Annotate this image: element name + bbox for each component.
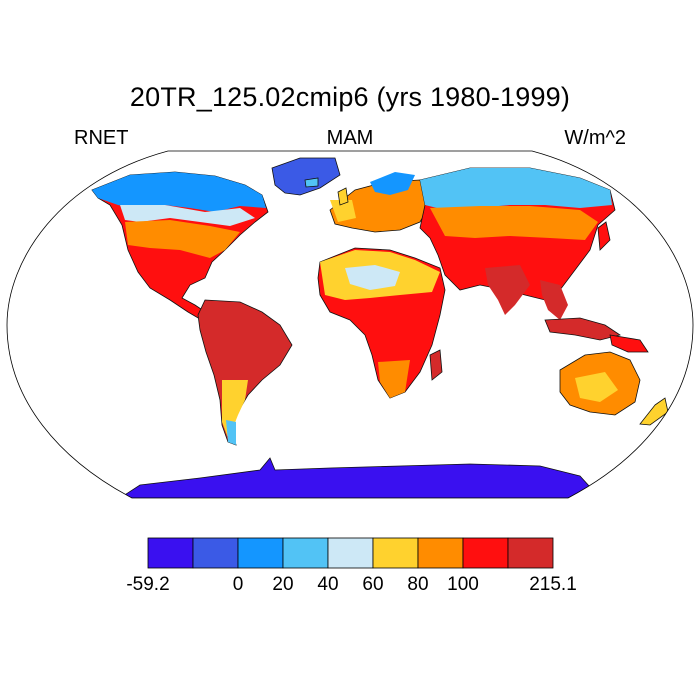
north-america-taiga (120, 205, 255, 226)
madagascar (429, 349, 443, 381)
japan (597, 221, 611, 251)
season-label: MAM (326, 127, 374, 149)
colorbar-swatch (507, 537, 554, 569)
units-label: W/m^2 (564, 127, 626, 149)
colorbar-swatch (372, 537, 419, 569)
europe-west (330, 200, 356, 222)
asia-mid (430, 206, 598, 240)
colorbar-tick-label: 20 (272, 574, 294, 595)
colorbar-swatch (327, 537, 374, 569)
colorbar-swatch (237, 537, 284, 569)
greenland (271, 157, 341, 196)
south-america-tip (226, 420, 236, 445)
colorbar-tick-label: 60 (362, 574, 384, 595)
sahara-dry (345, 265, 400, 290)
colorbar-swatch (192, 537, 239, 569)
new-guinea (609, 334, 649, 353)
north-america-north (92, 172, 266, 212)
south-america (197, 299, 293, 446)
indonesia (544, 317, 621, 341)
variable-label: RNET (74, 127, 129, 149)
uk (337, 187, 349, 206)
colorbar-tick-label: 0 (232, 574, 244, 595)
colorbar-tick-label: 215.1 (529, 574, 577, 595)
asia-north (420, 168, 612, 210)
colorbar-tick-label: 100 (447, 574, 479, 595)
india (485, 265, 530, 315)
map-title: 20TR_125.02cmip6 (yrs 1980-1999) (129, 82, 571, 112)
australia-interior (575, 372, 618, 402)
antarctica (118, 457, 601, 498)
colorbar-tick-label: -59.2 (126, 574, 170, 595)
map-boundary (6, 150, 694, 499)
colorbar-swatch (462, 537, 509, 569)
colorbar-tick-label: 40 (317, 574, 339, 595)
colorbar-swatch (147, 537, 194, 569)
africa-south (378, 360, 410, 398)
colorbar (147, 537, 554, 569)
iceland (304, 177, 319, 188)
colorbar-swatch (282, 537, 329, 569)
new-zealand (639, 397, 669, 426)
se-asia (540, 280, 568, 320)
colorbar-labels: -59.2 0 20 40 60 80 100 215.1 (0, 574, 700, 600)
colorbar-tick-label: 80 (407, 574, 429, 595)
scandinavia (370, 172, 415, 195)
north-america-midlat (125, 220, 240, 258)
colorbar-swatch (417, 537, 464, 569)
